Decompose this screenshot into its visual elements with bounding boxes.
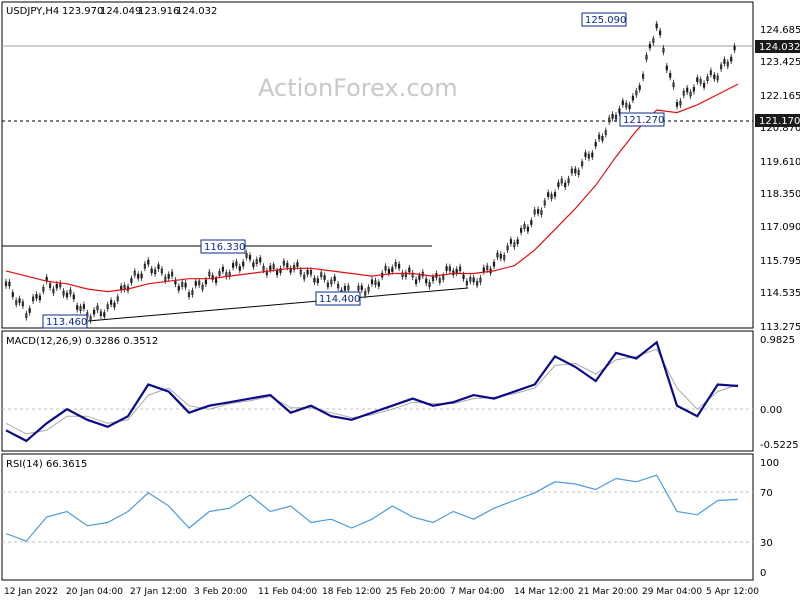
- annotation-resistance: 116.330: [200, 239, 246, 254]
- rsi-panel[interactable]: RSI(14) 66.3615 100 70 30 0: [1, 453, 779, 581]
- time-tick-10: 21 Mar 20:00: [578, 587, 638, 597]
- ohlc-high: 124.049: [100, 6, 141, 17]
- price-tick-6: 118.350: [760, 189, 800, 200]
- rsi-panel-frame: [1, 453, 754, 581]
- last-price-tag: 124.032: [755, 40, 800, 53]
- time-tick-7: 25 Feb 20:00: [386, 587, 445, 597]
- annotation-resistance-label: 116.330: [204, 242, 245, 253]
- ohlc-close: 124.032: [176, 6, 217, 17]
- macd-tick-bottom: -0.5225: [760, 440, 799, 451]
- price-annotations: 125.090 121.270 116.330 114.400 113.460: [42, 12, 665, 329]
- price-tick-10: 113.275: [760, 322, 800, 333]
- time-tick-4: 3 Feb 20:00: [194, 587, 248, 597]
- time-axis: 12 Jan 2022 20 Jan 04:00 27 Jan 12:00 3 …: [4, 587, 759, 597]
- price-tick-3: 122.165: [760, 91, 800, 102]
- ohlc-low: 123.916: [138, 6, 179, 17]
- rsi-tick-30: 30: [760, 538, 773, 549]
- rsi-line: [5, 474, 739, 542]
- price-tick-8: 115.795: [760, 256, 800, 267]
- macd-tick-top: 0.9825: [760, 335, 795, 346]
- time-tick-2: 20 Jan 04:00: [66, 587, 123, 597]
- time-tick-6: 18 Feb 12:00: [322, 587, 381, 597]
- rsi-title: RSI(14) 66.3615: [6, 459, 87, 470]
- ohlc-readout: 123.970 124.049 123.916 124.032: [62, 6, 217, 17]
- price-tick-2: 123.425: [760, 57, 800, 68]
- macd-axis: 0.9825 0.00 -0.5225: [760, 335, 799, 451]
- annotation-high-label: 125.090: [585, 15, 626, 26]
- macd-panel[interactable]: MACD(12,26,9) 0.3286 0.3512 0.9825 0.00 …: [1, 330, 799, 452]
- annotation-support: 114.400: [315, 291, 361, 306]
- rising-trendline: [87, 287, 469, 322]
- price-panel-frame: [1, 1, 754, 329]
- price-tick-7: 117.090: [760, 222, 800, 233]
- annotation-high: 125.090: [581, 12, 627, 27]
- time-tick-5: 11 Feb 04:00: [258, 587, 317, 597]
- last-price-tag-label: 124.032: [759, 42, 800, 53]
- time-tick-8: 7 Mar 04:00: [450, 587, 505, 597]
- price-tick-1: 124.685: [760, 25, 800, 36]
- macd-title: MACD(12,26,9) 0.3286 0.3512: [6, 336, 158, 347]
- level-price-tag-label: 121.170: [759, 116, 800, 127]
- symbol-label: USDJPY,H4: [6, 6, 59, 17]
- watermark: ActionForex.com: [258, 74, 458, 102]
- annotation-pullback-low-label: 121.270: [623, 115, 664, 126]
- rsi-tick-0: 0: [760, 568, 766, 579]
- price-tick-4: 120.870: [760, 123, 800, 134]
- time-tick-3: 27 Jan 12:00: [130, 587, 187, 597]
- annotation-pullback-low: 121.270: [619, 112, 665, 127]
- macd-signal-line: [5, 348, 739, 435]
- price-axis: 124.685 123.425 122.165 120.870 119.610 …: [760, 25, 800, 333]
- rsi-axis: 100 70 30 0: [760, 458, 779, 579]
- rsi-tick-70: 70: [760, 488, 773, 499]
- level-price-tag: 121.170: [755, 114, 800, 127]
- moving-average-line: [5, 83, 739, 293]
- macd-line: [5, 340, 739, 443]
- rsi-tick-100: 100: [760, 458, 779, 469]
- macd-panel-frame: [1, 330, 754, 452]
- macd-tick-zero: 0.00: [760, 405, 782, 416]
- time-tick-1: 12 Jan 2022: [4, 587, 58, 597]
- annotation-low: 113.460: [42, 314, 88, 329]
- annotation-support-label: 114.400: [319, 294, 360, 305]
- price-tick-5: 119.610: [760, 157, 800, 168]
- time-tick-11: 29 Mar 04:00: [642, 587, 702, 597]
- time-tick-12: 5 Apr 12:00: [706, 587, 759, 597]
- price-tick-9: 114.535: [760, 288, 800, 299]
- time-tick-9: 14 Mar 12:00: [514, 587, 574, 597]
- annotation-low-label: 113.460: [46, 317, 87, 328]
- ohlc-open: 123.970: [62, 6, 103, 17]
- price-panel[interactable]: USDJPY,H4 123.970 124.049 123.916 124.03…: [1, 1, 800, 333]
